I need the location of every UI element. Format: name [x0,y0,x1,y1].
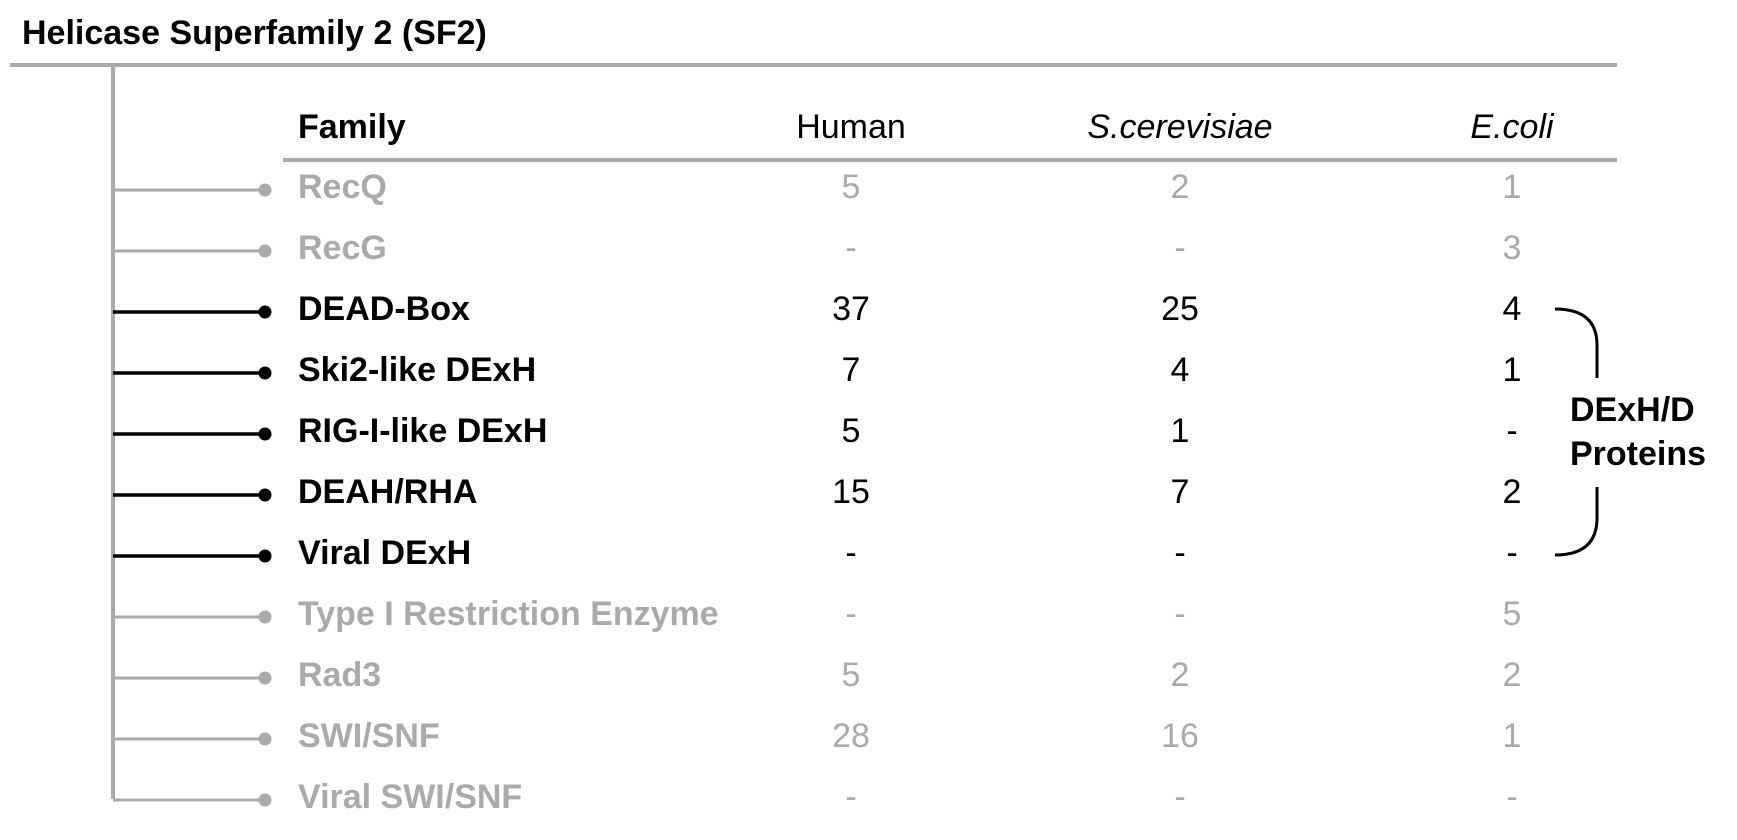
human-count: 37 [832,290,870,328]
bracket-label-line2: Proteins [1570,435,1707,473]
family-name: RecQ [298,168,387,206]
ecoli-count: - [1506,534,1518,572]
yeast-count: 2 [1170,168,1190,206]
yeast-count: - [1174,595,1186,633]
table-row: Viral DExH - - - [0,534,1737,578]
family-name: DEAD-Box [298,290,470,328]
table-row: RIG-I-like DExH 5 1 - [0,412,1737,456]
human-count: 28 [832,717,870,755]
yeast-count: 7 [1170,473,1190,511]
ecoli-count: 1 [1502,168,1522,206]
human-count: 15 [832,473,870,511]
branch-node-dot [258,305,272,319]
branch-node-dot [258,488,272,502]
yeast-count: 16 [1161,717,1199,755]
branch-node-dot [258,793,272,807]
table-row: Type I Restriction Enzyme - - 5 [0,595,1737,639]
ecoli-count: 1 [1502,717,1522,755]
column-header-family: Family [298,108,406,146]
diagram-title: Helicase Superfamily 2 (SF2) [22,14,487,52]
table-row: DEAH/RHA 15 7 2 [0,473,1737,517]
family-name: SWI/SNF [298,717,440,755]
bracket-label-line1: DExH/D [1570,391,1695,429]
ecoli-count: 4 [1502,290,1522,328]
human-count: 7 [841,351,861,389]
yeast-count: - [1174,534,1186,572]
family-name: Viral DExH [298,534,472,572]
yeast-count: 25 [1161,290,1199,328]
column-header-ecoli: E.coli [1470,108,1554,146]
branch-group [113,183,272,807]
ecoli-count: 2 [1502,656,1522,694]
table-row: Viral SWI/SNF - - - [0,778,1737,822]
dexhd-bracket [1554,307,1599,557]
human-count: - [845,595,857,633]
branch-node-dot [258,244,272,258]
human-count: - [845,229,857,267]
ecoli-count: - [1506,778,1518,816]
human-count: - [845,534,857,572]
table-row: RecQ 5 2 1 [0,168,1737,212]
branch-node-dot [258,427,272,441]
yeast-count: 1 [1170,412,1190,450]
human-count: 5 [841,412,861,450]
yeast-count: 2 [1170,656,1190,694]
family-name: DEAH/RHA [298,473,478,511]
table-row: RecG - - 3 [0,229,1737,273]
yeast-count: - [1174,778,1186,816]
column-header-yeast: S.cerevisiae [1087,108,1273,146]
dexhd-proteins-label: DExH/D Proteins [1570,388,1706,476]
branch-node-dot [258,366,272,380]
family-name: Rad3 [298,656,382,694]
human-count: - [845,778,857,816]
yeast-count: 4 [1170,351,1190,389]
table-row: DEAD-Box 37 25 4 [0,290,1737,334]
family-name: Type I Restriction Enzyme [298,595,719,633]
family-name: Viral SWI/SNF [298,778,523,816]
ecoli-count: - [1506,412,1518,450]
table-row: Rad3 5 2 2 [0,656,1737,700]
ecoli-count: 2 [1502,473,1522,511]
yeast-count: - [1174,229,1186,267]
branch-node-dot [258,549,272,563]
human-count: 5 [841,656,861,694]
branch-node-dot [258,671,272,685]
table-header: Family Human S.cerevisiae E.coli [0,108,1737,152]
family-name: Ski2-like DExH [298,351,537,389]
ecoli-count: 5 [1502,595,1522,633]
branch-node-dot [258,732,272,746]
human-count: 5 [841,168,861,206]
column-header-human: Human [796,108,906,146]
table-row: Ski2-like DExH 7 4 1 [0,351,1737,395]
table-row: SWI/SNF 28 16 1 [0,717,1737,761]
branch-node-dot [258,610,272,624]
ecoli-count: 3 [1502,229,1522,267]
family-name: RIG-I-like DExH [298,412,548,450]
branch-node-dot [258,183,272,197]
ecoli-count: 1 [1502,351,1522,389]
family-name: RecG [298,229,387,267]
